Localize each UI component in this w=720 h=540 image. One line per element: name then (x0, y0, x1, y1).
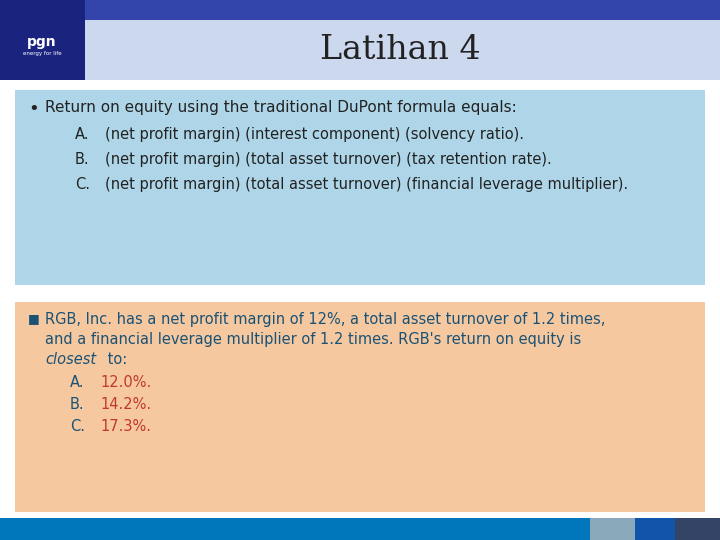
FancyBboxPatch shape (0, 0, 720, 20)
Text: RGB, Inc. has a net profit margin of 12%, a total asset turnover of 1.2 times,: RGB, Inc. has a net profit margin of 12%… (45, 312, 606, 327)
Text: Latihan 4: Latihan 4 (320, 34, 480, 66)
FancyBboxPatch shape (0, 0, 85, 80)
Text: and a financial leverage multiplier of 1.2 times. RGB's return on equity is: and a financial leverage multiplier of 1… (45, 332, 581, 347)
FancyBboxPatch shape (590, 518, 635, 540)
Text: 12.0%.: 12.0%. (100, 375, 151, 390)
Text: A.: A. (70, 375, 84, 390)
Text: ■: ■ (28, 312, 40, 325)
FancyBboxPatch shape (15, 90, 705, 285)
Text: closest: closest (45, 352, 96, 367)
Text: •: • (28, 100, 39, 118)
Text: to:: to: (103, 352, 127, 367)
FancyBboxPatch shape (85, 20, 720, 80)
Text: B.: B. (70, 397, 85, 412)
Text: C.: C. (70, 419, 85, 434)
FancyBboxPatch shape (635, 518, 675, 540)
Text: 17.3%.: 17.3%. (100, 419, 151, 434)
Text: B.: B. (75, 152, 89, 167)
Text: (net profit margin) (interest component) (solvency ratio).: (net profit margin) (interest component)… (105, 127, 524, 142)
Text: C.: C. (75, 177, 90, 192)
FancyBboxPatch shape (675, 518, 720, 540)
Text: Return on equity using the traditional DuPont formula equals:: Return on equity using the traditional D… (45, 100, 517, 115)
FancyBboxPatch shape (15, 302, 705, 512)
Text: (net profit margin) (total asset turnover) (tax retention rate).: (net profit margin) (total asset turnove… (105, 152, 552, 167)
Text: (net profit margin) (total asset turnover) (financial leverage multiplier).: (net profit margin) (total asset turnove… (105, 177, 628, 192)
Text: energy for life: energy for life (23, 51, 61, 57)
Text: pgn: pgn (27, 35, 57, 49)
Text: A.: A. (75, 127, 89, 142)
FancyBboxPatch shape (0, 518, 590, 540)
Text: 14.2%.: 14.2%. (100, 397, 151, 412)
